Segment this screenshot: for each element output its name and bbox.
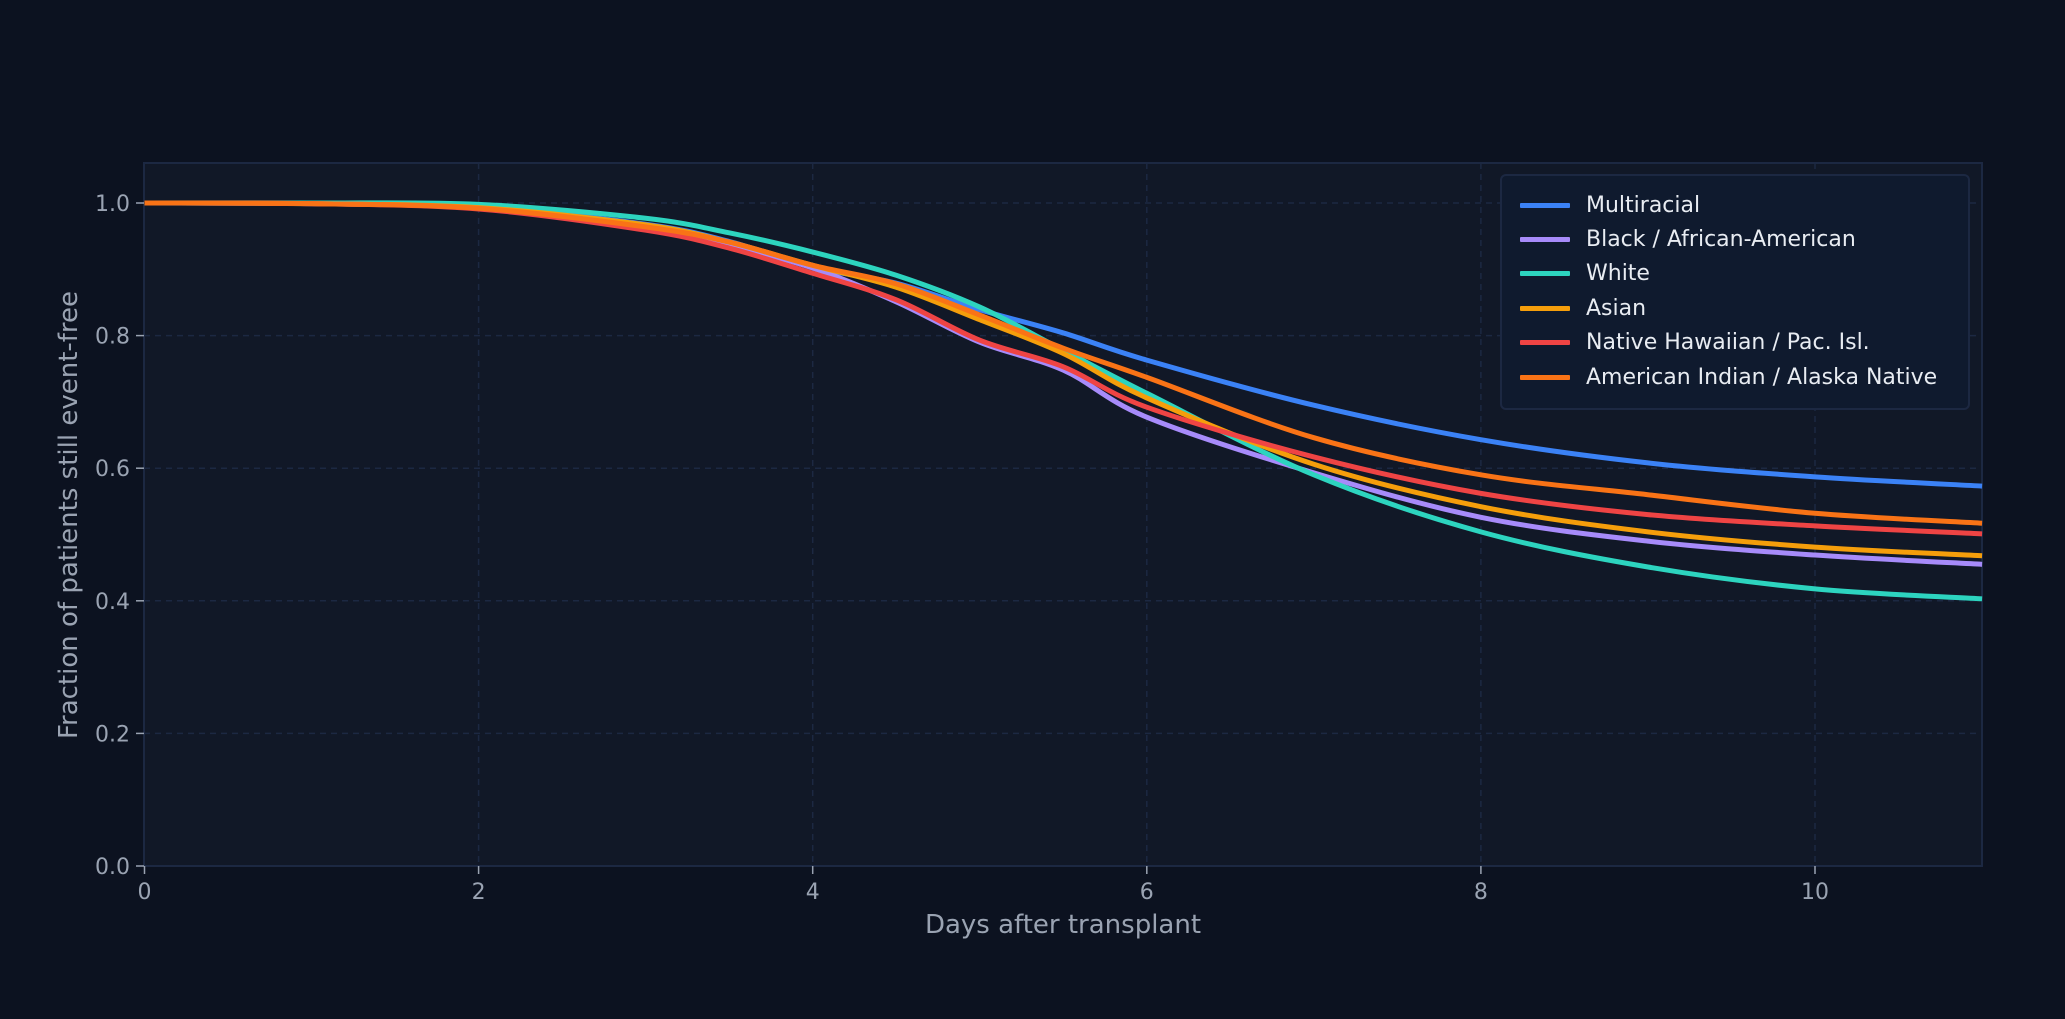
x-tick-label: 8 xyxy=(1474,880,1488,905)
legend-label: Multiracial xyxy=(1586,192,1701,218)
legend-label: American Indian / Alaska Native xyxy=(1586,364,1938,390)
y-tick-label: 0.2 xyxy=(95,722,130,747)
series-lines xyxy=(144,200,1983,602)
legend-item-american-indian: American Indian / Alaska Native xyxy=(1520,360,1968,394)
x-tick-label: 6 xyxy=(1140,880,1154,905)
x-axis-ticks: 0 2 4 6 8 10 xyxy=(138,866,1829,905)
legend-swatch xyxy=(1520,202,1570,208)
legend-item-black: Black / African-American xyxy=(1520,222,1968,256)
legend-item-multiracial: Multiracial xyxy=(1520,188,1968,222)
x-tick-label: 2 xyxy=(472,880,486,905)
y-tick-label: 0.6 xyxy=(95,457,130,482)
x-axis-label: Days after transplant xyxy=(925,910,1201,940)
legend-label: Black / African-American xyxy=(1586,227,1856,253)
legend-swatch xyxy=(1520,271,1570,277)
y-axis-label: Fraction of patients still event-free xyxy=(54,291,84,739)
legend-item-asian: Asian xyxy=(1520,291,1968,325)
y-tick-label: 1.0 xyxy=(95,192,130,217)
series-line xyxy=(144,200,1983,602)
legend-swatch xyxy=(1520,340,1570,346)
legend-item-white: White xyxy=(1520,257,1968,291)
y-tick-label: 0.0 xyxy=(95,855,130,880)
y-axis-ticks: 0.0 0.2 0.4 0.6 0.8 1.0 xyxy=(95,192,144,880)
legend-swatch xyxy=(1520,305,1570,311)
y-tick-label: 0.8 xyxy=(95,325,130,350)
legend-item-native-hawaiian: Native Hawaiian / Pac. Isl. xyxy=(1520,326,1968,360)
x-tick-label: 0 xyxy=(138,880,152,905)
x-tick-label: 4 xyxy=(806,880,820,905)
legend-label: Asian xyxy=(1586,295,1647,321)
legend-label: Native Hawaiian / Pac. Isl. xyxy=(1586,330,1870,356)
x-tick-label: 10 xyxy=(1801,880,1829,905)
legend-swatch xyxy=(1520,374,1570,380)
legend-label: White xyxy=(1586,261,1650,287)
legend-swatch xyxy=(1520,237,1570,243)
series-line xyxy=(144,200,1983,526)
y-tick-label: 0.4 xyxy=(95,590,130,615)
legend: Multiracial Black / African-American Whi… xyxy=(1500,174,1970,410)
